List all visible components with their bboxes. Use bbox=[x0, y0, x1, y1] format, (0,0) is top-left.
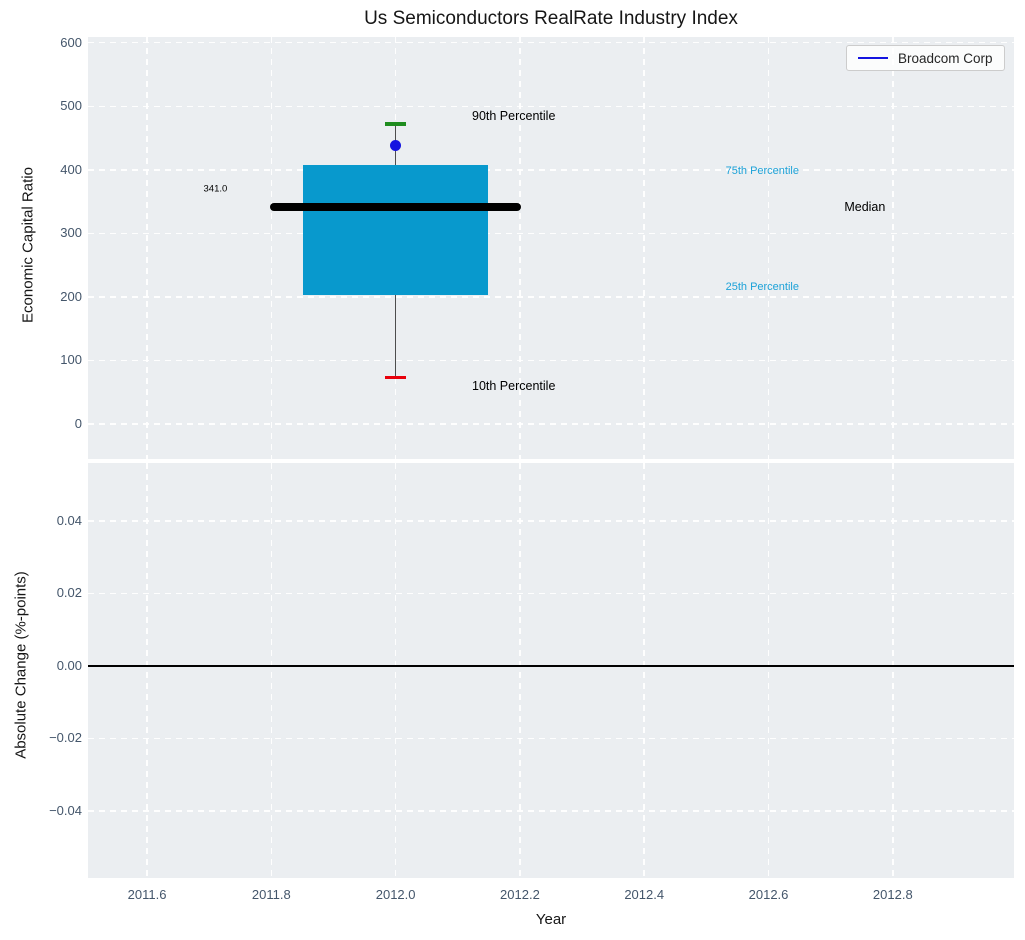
gridline-horizontal bbox=[88, 232, 1014, 235]
y-tick-label: −0.02 bbox=[49, 730, 82, 746]
gridline-horizontal bbox=[88, 169, 1014, 171]
legend-label: Broadcom Corp bbox=[898, 50, 993, 66]
y-tick-label: 0.04 bbox=[56, 512, 82, 528]
top-axes-panel: 90th Percentile 10th Percentile 75th Perce… bbox=[88, 37, 1014, 459]
zero-baseline bbox=[88, 665, 1014, 667]
p10-cap bbox=[385, 376, 407, 380]
gridline-vertical bbox=[394, 463, 397, 878]
y-tick-label: 600 bbox=[60, 34, 82, 50]
p90-cap bbox=[385, 122, 407, 126]
gridline-horizontal bbox=[88, 737, 1014, 740]
legend-line-swatch bbox=[858, 56, 888, 60]
gridline-horizontal bbox=[88, 359, 1014, 362]
bottom-axes-panel bbox=[88, 463, 1014, 878]
x-tick-label: 2011.6 bbox=[127, 887, 167, 902]
gridline-vertical bbox=[519, 37, 521, 459]
gridline-vertical bbox=[767, 37, 770, 459]
x-tick-label: 2012.8 bbox=[872, 887, 913, 902]
gridline-vertical bbox=[643, 463, 645, 878]
y-tick-label: 0.02 bbox=[56, 585, 82, 601]
x-tick-label: 2012.0 bbox=[375, 887, 416, 902]
annotation-10th-percentile: 10th Percentile bbox=[472, 378, 556, 393]
gridline-horizontal bbox=[88, 296, 1014, 298]
annotation-25th-percentile: 25th Percentile bbox=[725, 281, 799, 294]
x-tick-label: 2012.6 bbox=[748, 887, 789, 902]
company-marker bbox=[390, 140, 402, 152]
x-axis-label: Year bbox=[535, 911, 567, 928]
annotation-median: Median bbox=[844, 200, 886, 215]
gridline-horizontal bbox=[88, 810, 1014, 812]
y-tick-label: 0.00 bbox=[56, 657, 82, 673]
x-tick-label: 2011.8 bbox=[251, 887, 291, 902]
y-tick-label: 500 bbox=[60, 98, 82, 114]
y-axis-label-bottom: Absolute Change (%-points) bbox=[12, 571, 30, 759]
y-tick-label: −0.04 bbox=[49, 802, 82, 818]
annotation-341-0: 341.0 bbox=[203, 183, 228, 195]
gridline-vertical bbox=[270, 463, 273, 878]
gridline-horizontal bbox=[88, 105, 1014, 108]
gridline-vertical bbox=[892, 37, 894, 459]
gridline-vertical bbox=[270, 37, 273, 459]
annotation-75th-percentile: 75th Percentile bbox=[725, 165, 799, 178]
iqr-box bbox=[303, 164, 489, 296]
gridline-vertical bbox=[146, 463, 148, 878]
gridline-vertical bbox=[519, 463, 521, 878]
y-tick-label: 300 bbox=[60, 225, 82, 241]
y-tick-label: 0 bbox=[74, 416, 82, 432]
chart-title: Us Semiconductors RealRate Industry Inde… bbox=[364, 8, 738, 29]
legend: Broadcom Corp bbox=[846, 45, 1005, 71]
annotation-90th-percentile: 90th Percentile bbox=[472, 109, 556, 124]
y-tick-label: 200 bbox=[60, 288, 82, 304]
x-tick-label: 2012.4 bbox=[624, 887, 665, 902]
gridline-vertical bbox=[146, 37, 148, 459]
gridline-vertical bbox=[643, 37, 645, 459]
gridline-horizontal bbox=[88, 520, 1014, 522]
gridline-horizontal bbox=[88, 592, 1014, 595]
gridline-horizontal bbox=[88, 41, 1014, 44]
gridline-vertical bbox=[892, 463, 894, 878]
median-line bbox=[270, 203, 522, 212]
x-tick-label: 2012.2 bbox=[500, 887, 540, 902]
y-tick-label: 400 bbox=[60, 161, 82, 177]
gridline-horizontal bbox=[88, 423, 1014, 425]
y-tick-label: 100 bbox=[60, 352, 82, 368]
gridline-vertical bbox=[767, 463, 770, 878]
